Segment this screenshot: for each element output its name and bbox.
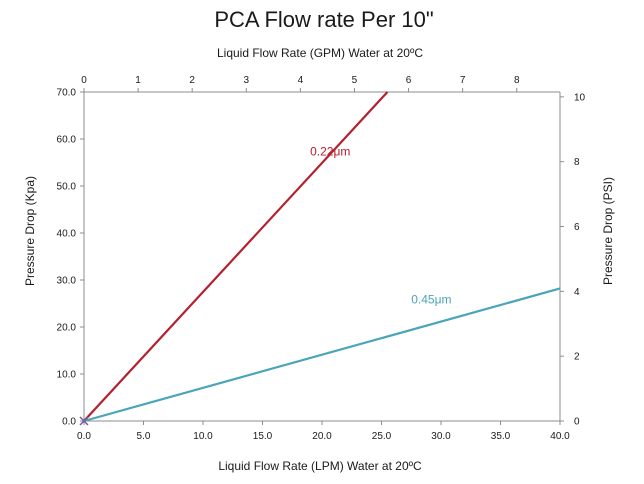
x-tick-label: 0.0 — [77, 431, 91, 442]
y2-axis-title: Pressure Drop (PSI) — [601, 177, 615, 285]
y2-tick-label: 2 — [574, 352, 580, 363]
origin-marker — [79, 416, 89, 426]
series-label: 0.45μm — [411, 293, 451, 307]
chart-title: PCA Flow rate Per 10" — [214, 7, 433, 32]
y2-tick-label: 4 — [574, 287, 580, 298]
y2-tick-label: 10 — [574, 92, 586, 103]
series-line — [83, 287, 561, 423]
x-tick-label: 40.0 — [550, 431, 570, 442]
y2-tick-label: 6 — [574, 222, 580, 233]
x2-tick-label: 8 — [514, 75, 520, 86]
x-tick-label: 10.0 — [193, 431, 213, 442]
y-tick-label: 70.0 — [57, 88, 77, 99]
y-tick-label: 10.0 — [57, 370, 77, 381]
x-tick-label: 25.0 — [372, 431, 392, 442]
x2-tick-label: 7 — [460, 75, 466, 86]
x2-tick-label: 6 — [406, 75, 412, 86]
x-tick-label: 20.0 — [312, 431, 332, 442]
y-tick-label: 20.0 — [57, 323, 77, 334]
series-line — [83, 91, 389, 422]
series: 0.22μm 0.45μm — [83, 91, 561, 423]
y-tick-label: 60.0 — [57, 135, 77, 146]
y-tick-label: 0.0 — [62, 417, 76, 428]
series-label: 0.22μm — [310, 144, 350, 158]
ticks: 0.0 5.0 10.0 15.0 20.0 25.0 30.0 35.0 40.00.010.… — [57, 75, 586, 442]
x2-tick-label: 3 — [243, 75, 249, 86]
x2-axis-title: Liquid Flow Rate (GPM) Water at 20ºC — [217, 46, 423, 60]
x-tick-label: 30.0 — [431, 431, 451, 442]
y2-tick-label: 0 — [574, 417, 580, 428]
x2-tick-label: 4 — [298, 75, 304, 86]
x-tick-label: 5.0 — [137, 431, 151, 442]
x2-tick-label: 1 — [135, 75, 141, 86]
x-axis-title: Liquid Flow Rate (LPM) Water at 20ºC — [218, 459, 422, 473]
y-tick-label: 40.0 — [57, 229, 77, 240]
axes — [83, 91, 561, 422]
x2-tick-label: 2 — [189, 75, 195, 86]
y-tick-label: 50.0 — [57, 182, 77, 193]
x-tick-label: 15.0 — [253, 431, 273, 442]
y-tick-label: 30.0 — [57, 276, 77, 287]
y-axis-title: Pressure Drop (Kpa) — [23, 176, 37, 286]
x2-tick-label: 5 — [352, 75, 358, 86]
y2-tick-label: 8 — [574, 157, 580, 168]
x2-tick-label: 0 — [81, 75, 87, 86]
x-tick-label: 35.0 — [491, 431, 511, 442]
